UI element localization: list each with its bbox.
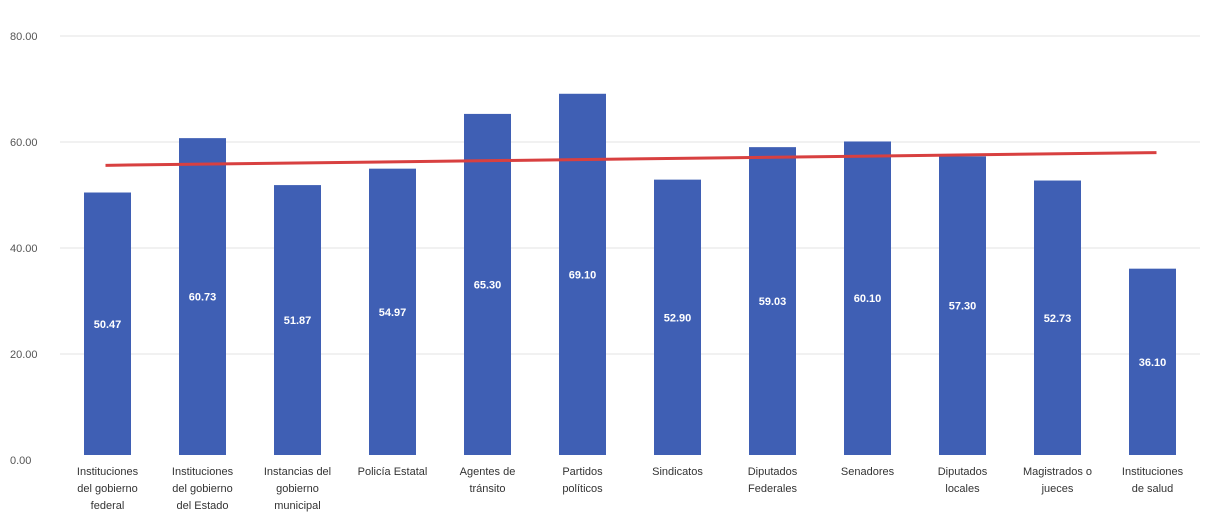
gridlines — [60, 35, 1200, 355]
bar — [559, 93, 606, 456]
x-tick-label: Instancias del — [264, 466, 331, 478]
x-tick-label: del Estado — [177, 500, 229, 512]
bar — [274, 185, 321, 456]
x-tick-label: locales — [945, 483, 980, 495]
data-label: 60.10 — [854, 293, 882, 305]
y-tick-label: 40.00 — [10, 243, 38, 255]
bar — [939, 156, 986, 455]
x-tick-label: Agentes de — [460, 466, 516, 478]
bar — [1129, 268, 1176, 455]
x-tick-label: Instituciones — [1122, 466, 1184, 478]
y-axis: 0.00 20.00 40.00 60.00 80.00 — [10, 31, 38, 467]
x-tick-label: Instituciones — [77, 466, 139, 478]
data-label: 59.03 — [759, 296, 787, 308]
data-label: 52.90 — [664, 312, 692, 324]
y-tick-label: 20.00 — [10, 349, 38, 361]
data-label: 60.73 — [189, 292, 217, 304]
bar — [369, 168, 416, 455]
x-tick-label: federal — [91, 500, 125, 512]
x-axis: Instituciones del gobierno federal Instituc… — [77, 466, 1184, 512]
x-tick-label: tránsito — [469, 483, 505, 495]
bar — [844, 141, 891, 455]
y-tick-label: 60.00 — [10, 137, 38, 149]
x-tick-label: políticos — [562, 483, 603, 495]
data-label: 50.47 — [94, 319, 122, 331]
x-tick-label: Partidos — [562, 466, 603, 478]
x-tick-label: de salud — [1132, 483, 1174, 495]
x-tick-label: Senadores — [841, 466, 895, 478]
x-tick-label: Diputados — [748, 466, 798, 478]
data-label: 69.10 — [569, 269, 597, 281]
bar — [84, 192, 131, 455]
data-label: 51.87 — [284, 315, 312, 327]
bar — [1034, 180, 1081, 455]
y-tick-label: 80.00 — [10, 31, 38, 43]
x-tick-label: jueces — [1041, 483, 1074, 495]
x-tick-label: gobierno — [276, 483, 319, 495]
x-tick-label: Instituciones — [172, 466, 234, 478]
bar — [179, 138, 226, 456]
trend-line-group — [105, 151, 1157, 167]
bar — [749, 147, 796, 456]
bar — [464, 113, 511, 455]
y-tick-label: 0.00 — [10, 455, 31, 467]
data-labels: 50.47 60.73 51.87 54.97 65.30 69.10 52.90 59.03… — [94, 269, 1167, 368]
data-label: 52.73 — [1044, 313, 1072, 325]
x-tick-label: del gobierno — [172, 483, 233, 495]
trend-line — [105, 151, 1157, 167]
x-tick-label: del gobierno — [77, 483, 138, 495]
x-tick-label: Magistrados o — [1023, 466, 1092, 478]
x-tick-label: Diputados — [938, 466, 988, 478]
data-label: 65.30 — [474, 279, 502, 291]
x-tick-label: Policía Estatal — [358, 466, 428, 478]
x-tick-label: municipal — [274, 500, 320, 512]
data-label: 54.97 — [379, 307, 407, 319]
x-tick-label: Sindicatos — [652, 466, 703, 478]
bar — [654, 179, 701, 455]
data-label: 57.30 — [949, 301, 977, 313]
bars — [84, 93, 1176, 456]
data-label: 36.10 — [1139, 357, 1167, 369]
x-tick-label: Federales — [748, 483, 797, 495]
